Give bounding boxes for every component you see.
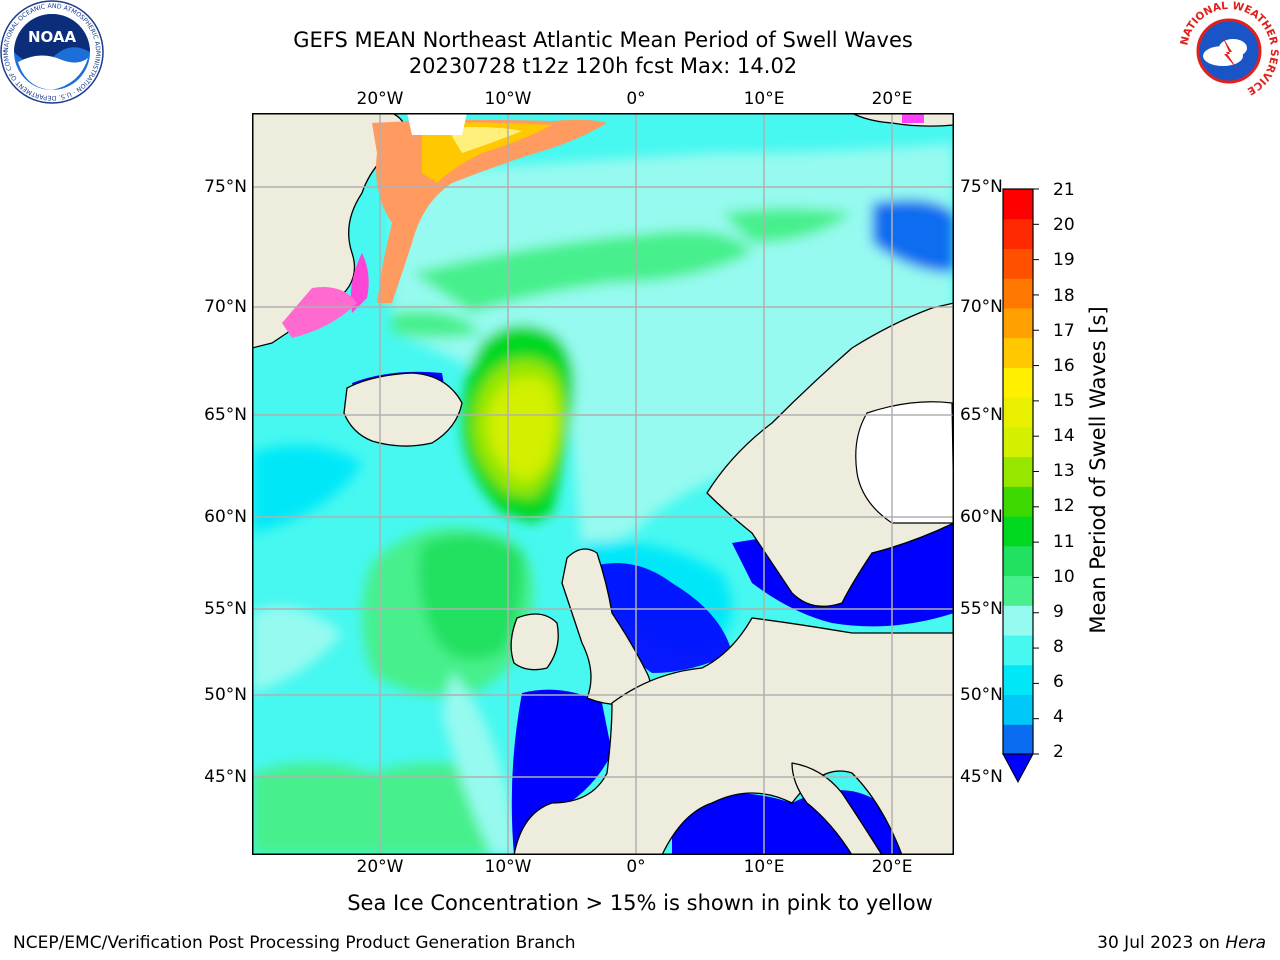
iceland-land — [343, 372, 463, 447]
colorbar-segment — [1003, 426, 1033, 458]
graticule — [252, 113, 954, 855]
colorbar-tick-label: 17 — [1053, 321, 1075, 341]
swell-zone-9-10-south — [252, 763, 512, 855]
swell-zone-9-10-north — [412, 230, 752, 313]
italy-land — [791, 762, 883, 855]
colorbar-segment — [1003, 694, 1033, 725]
colorbar-tick-label: 12 — [1053, 496, 1075, 516]
map-frame — [252, 113, 954, 855]
colorbar-tick-label: 20 — [1053, 215, 1075, 235]
colorbar-segment — [1003, 516, 1033, 547]
colorbar — [1002, 188, 1039, 784]
colorbar-tick-label: 14 — [1053, 426, 1075, 446]
nws-logo: NATIONAL WEATHER SERVICE — [1178, 0, 1280, 100]
footer-date-text: 30 Jul 2023 on — [1097, 933, 1226, 953]
lon-label-bottom: 20°E — [871, 857, 913, 877]
colorbar-segment — [1003, 486, 1033, 517]
lat-label-right: 65°N — [960, 405, 1003, 425]
footer-host: Hera — [1225, 933, 1266, 953]
colorbar-under-extension — [1002, 753, 1034, 784]
colorbar-tick-label: 15 — [1053, 391, 1075, 411]
colorbar-tick-label: 21 — [1053, 180, 1075, 200]
colorbar-tick-label: 18 — [1053, 286, 1075, 306]
lat-label-left: 55°N — [204, 599, 247, 619]
lat-label-right: 70°N — [960, 297, 1003, 317]
lat-label-right: 60°N — [960, 507, 1003, 527]
lat-label-left: 50°N — [204, 685, 247, 705]
sea-ice-note: Sea Ice Concentration > 15% is shown in … — [347, 891, 933, 915]
colorbar-segment — [1003, 307, 1033, 339]
lat-label-left: 45°N — [204, 767, 247, 787]
lat-label-right: 55°N — [960, 599, 1003, 619]
colorbar-segment — [1003, 397, 1033, 428]
noaa-logo-text: NOAA — [28, 28, 77, 46]
lon-label-top: 20°W — [356, 89, 404, 109]
colorbar-label: Mean Period of Swell Waves [s] — [1086, 306, 1110, 634]
lon-label-top: 10°E — [743, 89, 785, 109]
lon-label-bottom: 10°E — [743, 857, 785, 877]
colorbar-segment — [1003, 337, 1033, 368]
swell-zone-13-15 — [487, 377, 557, 481]
footer-date: 30 Jul 2023 on Hera — [1097, 933, 1266, 953]
colorbar-segment — [1003, 248, 1033, 279]
sea-ice-overlay — [282, 113, 924, 338]
swell-zone-8-9-north — [392, 143, 954, 553]
colorbar-tick-label: 11 — [1053, 532, 1075, 552]
footer-branch: NCEP/EMC/Verification Post Processing Pr… — [13, 933, 576, 953]
colorbar-tick-label: 8 — [1053, 637, 1064, 657]
lat-label-right: 75°N — [960, 177, 1003, 197]
colorbar-segment — [1003, 575, 1033, 606]
colorbar-segment — [1003, 605, 1033, 636]
chart-title: GEFS MEAN Northeast Atlantic Mean Period… — [293, 28, 913, 52]
colorbar-segment — [1003, 664, 1033, 696]
colorbar-tick-label: 13 — [1053, 461, 1075, 481]
colorbar-tick-label: 2 — [1053, 742, 1064, 762]
colorbar-tick-label: 16 — [1053, 356, 1075, 376]
swell-period-map — [252, 113, 954, 855]
lat-label-left: 65°N — [204, 405, 247, 425]
colorbar-tick-label: 9 — [1053, 602, 1064, 622]
lon-label-top: 10°W — [484, 89, 532, 109]
colorbar-tick-label: 10 — [1053, 567, 1075, 587]
lat-label-left: 75°N — [204, 177, 247, 197]
lon-label-bottom: 20°W — [356, 857, 404, 877]
lon-label-top: 0° — [626, 89, 646, 109]
lat-label-right: 45°N — [960, 767, 1003, 787]
lat-label-left: 70°N — [204, 297, 247, 317]
colorbar-tick-label: 19 — [1053, 250, 1075, 270]
noaa-logo: NATIONAL OCEANIC AND ATMOSPHERIC ADMINIS… — [0, 0, 104, 104]
no-data-gulf-of-bothnia — [855, 401, 954, 524]
colorbar-tick-label: 4 — [1053, 707, 1064, 727]
chart-subtitle-run-info: 20230728 t12z 120h fcst Max: 14.02 — [408, 54, 798, 78]
colorbar-segment — [1003, 724, 1033, 755]
colorbar-tick-label: 6 — [1053, 672, 1064, 692]
lon-label-bottom: 10°W — [484, 857, 532, 877]
lat-label-left: 60°N — [204, 507, 247, 527]
colorbar-segment — [1003, 189, 1033, 220]
colorbar-segment — [1003, 456, 1033, 487]
lon-label-top: 20°E — [871, 89, 913, 109]
colorbar-segment — [1003, 218, 1033, 249]
lat-label-right: 50°N — [960, 685, 1003, 705]
ireland-land — [510, 613, 559, 671]
lon-label-bottom: 0° — [626, 857, 646, 877]
colorbar-segment — [1003, 635, 1033, 666]
colorbar-segment — [1003, 278, 1033, 309]
colorbar-segment — [1003, 545, 1033, 577]
colorbar-segment — [1003, 367, 1033, 398]
